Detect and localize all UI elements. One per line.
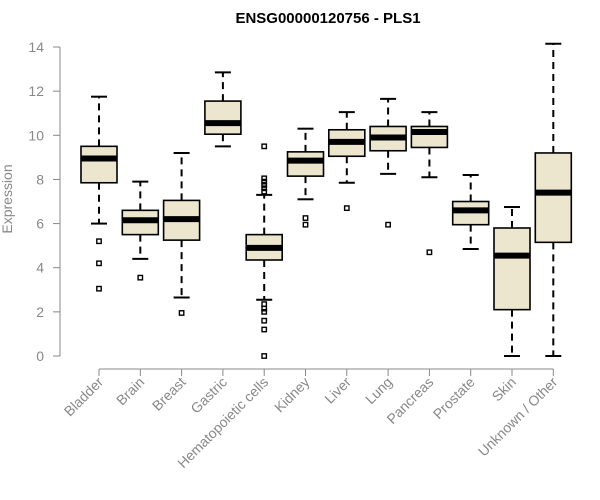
outlier-point [178,310,185,316]
outlier-point [261,188,268,195]
outlier-point [302,221,309,228]
y-tick-label: 14 [28,39,44,55]
x-tick-label: Bladder [61,374,107,420]
x-tick-label: Lung [362,374,395,407]
x-tick-label: Skin [489,374,520,405]
iqr-box [204,100,242,135]
x-tick-label: Prostate [430,374,478,422]
y-tick-label: 10 [28,127,44,143]
x-tick-label: Kidney [271,374,313,416]
box-group [286,127,325,228]
y-axis-label: Expression [0,164,15,233]
x-tick-label: Breast [149,374,189,414]
outlier-point [261,143,268,150]
outlier-point [302,215,309,221]
outlier-point [261,326,268,333]
outlier-point [343,205,350,212]
box-group [204,71,242,148]
y-tick-label: 2 [36,304,44,320]
outlier-point [261,308,268,315]
y-tick-label: 4 [36,260,44,276]
outlier-point [261,185,268,192]
y-tick-label: 12 [28,83,44,99]
y-tick-label: 0 [36,348,44,364]
outlier-point [96,285,102,292]
outlier-point [261,353,268,359]
box-group [327,111,366,212]
outlier-point [426,249,433,256]
outlier-point [261,178,268,185]
iqr-box [493,227,531,311]
iqr-box [534,152,573,244]
outlier-point [261,182,268,188]
y-tick-label: 6 [36,216,44,232]
box-group [534,42,573,357]
x-tick-label: Brain [113,374,147,408]
iqr-box [286,151,325,177]
box-group [451,174,490,250]
outlier-point [96,238,102,245]
outlier-point [137,274,144,281]
box-group [245,143,283,359]
outlier-point [261,317,268,324]
box-group [80,95,118,292]
outlier-point [261,305,268,312]
outlier-point [96,260,102,267]
y-tick-label: 8 [36,171,44,187]
box-group [493,206,531,357]
outlier-point [385,221,391,228]
box-group [162,151,201,316]
box-group [121,180,160,281]
box-group [410,111,449,256]
x-tick-label: Liver [321,374,354,407]
box-group [369,97,407,228]
outlier-point [261,175,268,182]
chart-title: ENSG00000120756 - PLS1 [235,10,420,27]
iqr-box [80,145,118,184]
plot-area [80,42,573,359]
